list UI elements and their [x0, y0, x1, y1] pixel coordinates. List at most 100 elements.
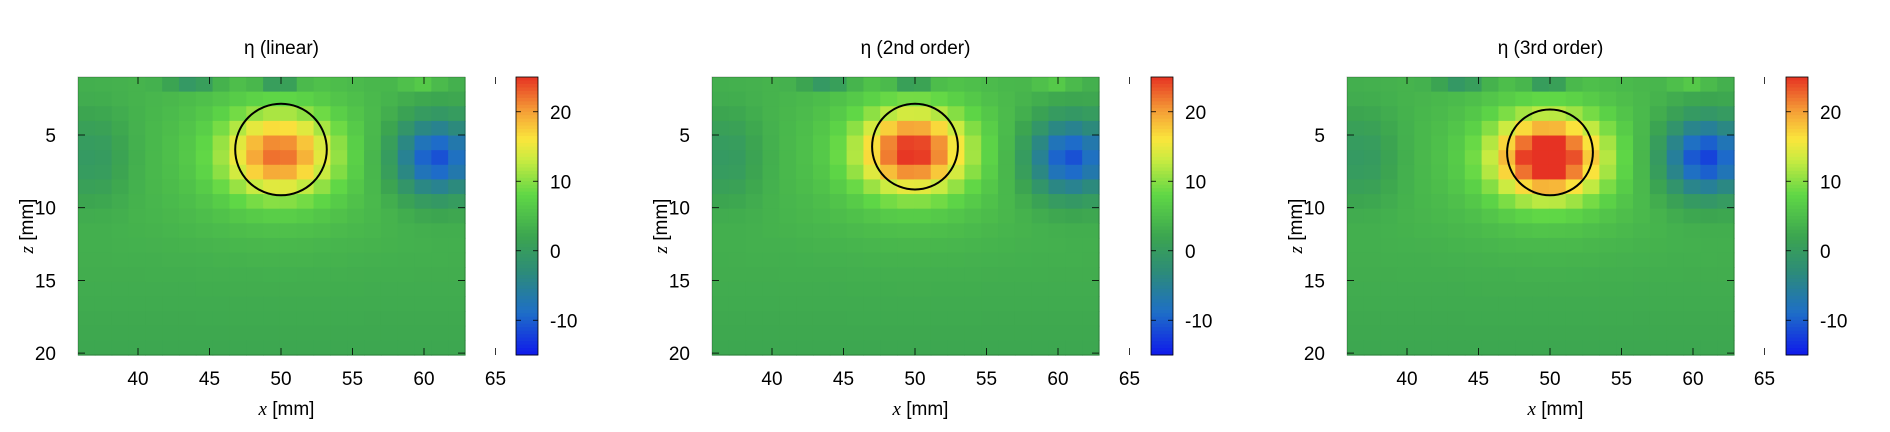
heatmap-cell: [728, 208, 747, 224]
heatmap-cell: [111, 325, 130, 341]
heatmap-cell: [779, 164, 797, 181]
colorbar-segment: [516, 205, 538, 210]
colorbar-segment: [1151, 90, 1173, 95]
heatmap-cell: [1666, 179, 1685, 195]
colorbar-segment: [1151, 327, 1173, 332]
heatmap-cell: [1414, 164, 1432, 181]
heatmap-cell: [745, 135, 764, 151]
heatmap-cell: [128, 120, 146, 137]
heatmap-cell: [178, 237, 197, 254]
colorbar-segment: [1786, 212, 1808, 217]
heatmap-cell: [1565, 252, 1584, 268]
heatmap-cell: [162, 311, 180, 327]
heatmap-cell: [1048, 252, 1066, 268]
heatmap-cell: [762, 179, 780, 195]
heatmap-cell: [195, 252, 214, 268]
heatmap-cell: [796, 237, 814, 254]
heatmap-cell: [78, 179, 96, 195]
colorbar-segment: [1786, 309, 1808, 314]
colorbar-segment: [516, 302, 538, 307]
heatmap-cell: [1717, 296, 1735, 312]
heatmap-cell: [347, 77, 365, 93]
heatmap-cell: [1481, 252, 1500, 268]
heatmap-cell: [846, 194, 865, 210]
heatmap-cell: [812, 194, 831, 210]
heatmap-cell: [1481, 208, 1500, 224]
heatmap-cell: [1700, 106, 1718, 122]
colorbar-segment: [1786, 104, 1808, 109]
colorbar-segment: [1786, 146, 1808, 151]
heatmap-cell: [1700, 223, 1718, 239]
colorbar-segment: [1151, 94, 1173, 99]
heatmap-cell: [1582, 281, 1600, 298]
heatmap-cell: [1431, 164, 1449, 181]
heatmap-cell: [448, 208, 466, 224]
heatmap-cell: [296, 150, 315, 166]
heatmap-cell: [212, 311, 231, 327]
heatmap-cell: [1065, 281, 1083, 298]
heatmap-cell: [1498, 77, 1516, 93]
heatmap-cell: [846, 340, 865, 356]
heatmap-cell: [1363, 150, 1382, 166]
heatmap-cell: [1397, 179, 1415, 195]
heatmap-cell: [364, 252, 382, 268]
heatmap-cell: [128, 106, 146, 122]
heatmap-cell: [1649, 164, 1668, 181]
colorbar-segment: [1786, 108, 1808, 113]
x-tick-label: 45: [199, 369, 220, 390]
heatmap-cell: [279, 194, 298, 210]
heatmap-cell: [178, 223, 197, 239]
heatmap-cell: [1666, 237, 1685, 254]
heatmap-cell: [998, 281, 1016, 298]
heatmap-cell: [1014, 223, 1033, 239]
colorbar-segment: [1151, 257, 1173, 262]
heatmap-cell: [745, 237, 764, 254]
colorbar-segment: [516, 115, 538, 120]
heatmap-cell: [414, 164, 432, 181]
heatmap-cell: [414, 91, 432, 107]
heatmap-cell: [1717, 237, 1735, 254]
heatmap-cell: [279, 252, 298, 268]
colorbar-segment: [516, 320, 538, 325]
heatmap-cell: [1616, 208, 1634, 224]
heatmap-cell: [263, 340, 281, 356]
heatmap-cell: [313, 311, 331, 327]
heatmap-cell: [1666, 252, 1685, 268]
heatmap-cell: [1397, 150, 1415, 166]
heatmap-cell: [863, 237, 881, 254]
colorbar-segment: [516, 184, 538, 189]
heatmap-cell: [947, 208, 965, 224]
colorbar-segment: [516, 271, 538, 276]
heatmap-cell: [1599, 150, 1617, 166]
colorbar-segment: [1151, 330, 1173, 335]
heatmap-cell: [178, 252, 197, 268]
heatmap-cell: [1447, 340, 1466, 356]
heatmap-cell: [431, 91, 449, 107]
heatmap-cell: [1414, 120, 1432, 137]
colorbar-segment: [516, 163, 538, 168]
heatmap-cell: [1498, 106, 1516, 122]
heatmap-cell: [1582, 164, 1600, 181]
heatmap-cell: [296, 77, 315, 93]
heatmap-cell: [1347, 194, 1365, 210]
heatmap-cell: [762, 164, 780, 181]
heatmap-cell: [94, 340, 113, 356]
heatmap-cell: [162, 120, 180, 137]
heatmap-cell: [1347, 237, 1365, 254]
heatmap-cell: [1683, 267, 1701, 283]
heatmap-cell: [1548, 281, 1567, 298]
colorbar-segment: [1151, 351, 1173, 356]
heatmap-cell: [145, 135, 163, 151]
heatmap-cell: [712, 223, 730, 239]
heatmap-cell: [1363, 91, 1382, 107]
heatmap-cell: [1717, 164, 1735, 181]
heatmap-cell: [1599, 194, 1617, 210]
heatmap-cell: [1414, 77, 1432, 93]
heatmap-cell: [212, 106, 231, 122]
heatmap-cell: [296, 267, 315, 283]
heatmap-cell: [1649, 77, 1668, 93]
colorbar-tick-label: 10: [1185, 172, 1206, 193]
heatmap-cell: [1447, 311, 1466, 327]
heatmap-cell: [1548, 179, 1567, 195]
heatmap-cell: [313, 296, 331, 312]
